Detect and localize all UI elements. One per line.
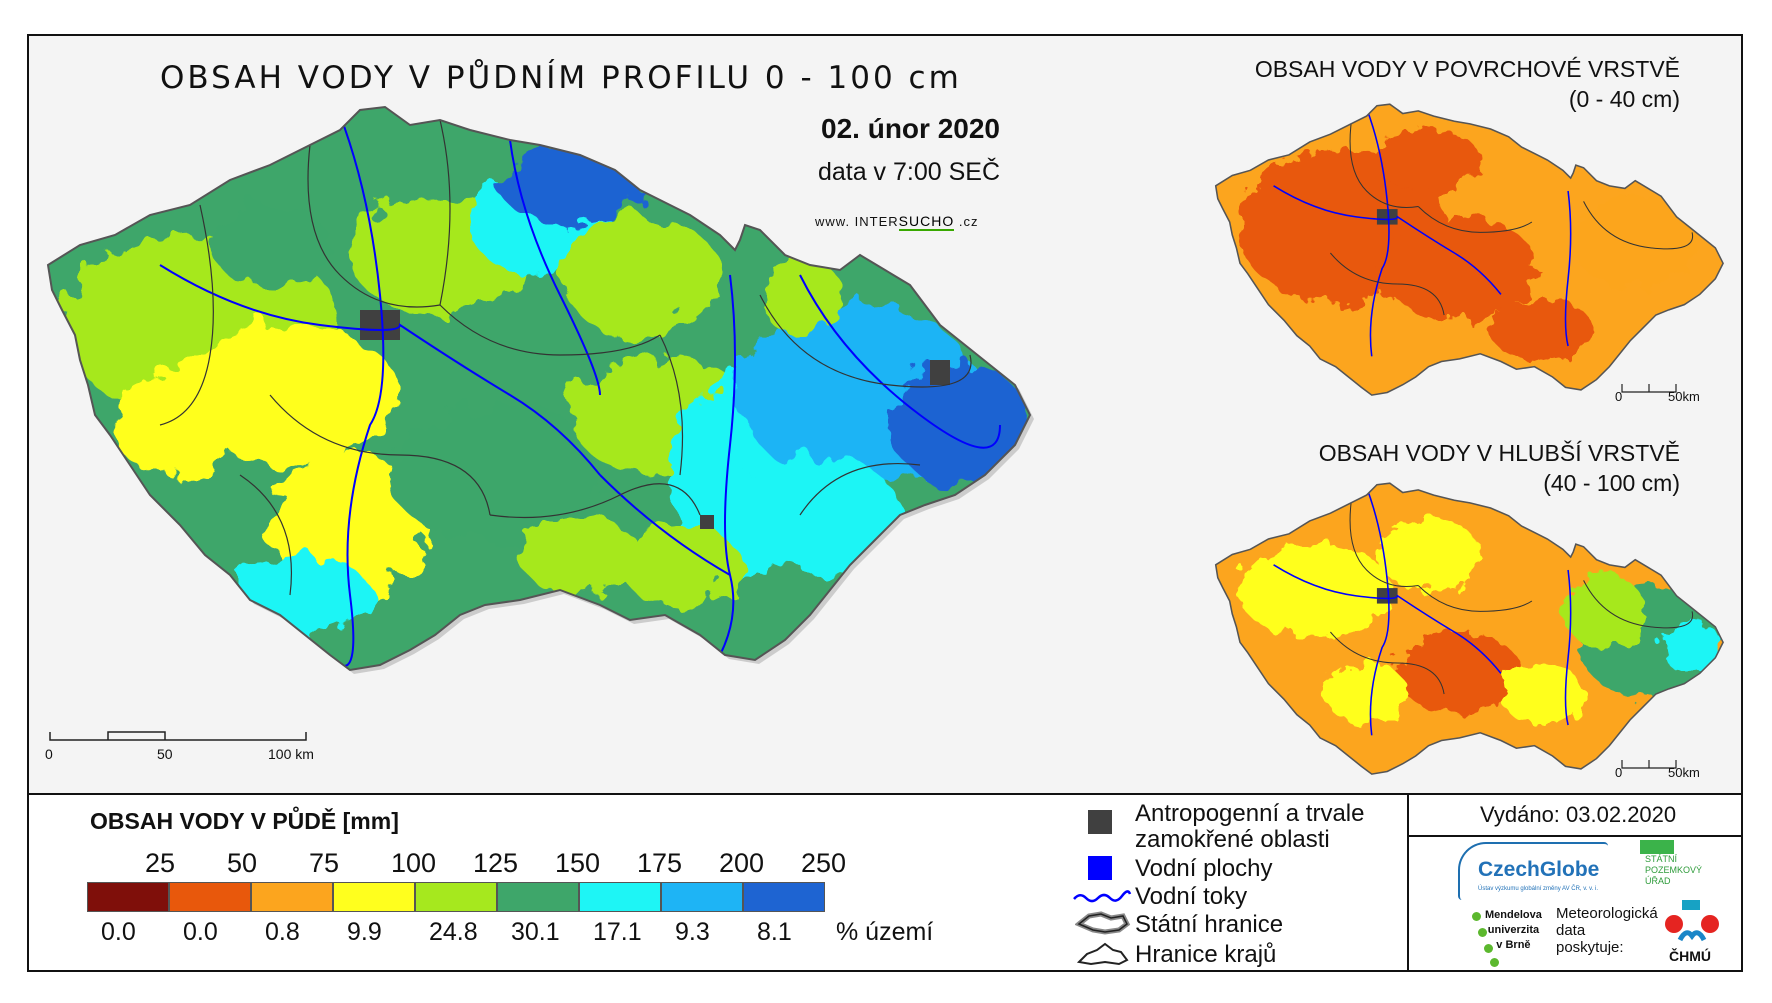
website-prefix: www. INTER — [815, 214, 899, 229]
legend-class-percent: 30.1 — [511, 918, 560, 946]
anthropogenic-label-line2: zamokřené oblasti — [1135, 826, 1330, 853]
legend-break-label: 100 — [391, 848, 437, 878]
legend-divider — [27, 793, 1743, 795]
legend-break-label: 50 — [227, 848, 258, 878]
meteo-line2: data — [1556, 922, 1586, 939]
legend-class-percent: 24.8 — [429, 918, 478, 946]
state-border-symbol-icon — [1075, 911, 1131, 935]
spu-logo-text: STÁTNÍ POZEMKOVÝ ÚŘAD — [1645, 854, 1702, 887]
issued-date: Vydáno: 03.02.2020 — [1480, 802, 1677, 827]
legend-class-percent: 0.8 — [265, 918, 300, 946]
legend-class-swatch — [251, 882, 333, 912]
czechglobe-logo-text: CzechGlobe — [1478, 858, 1600, 881]
mendel-logo-dot — [1484, 944, 1493, 953]
legend-break-label: 25 — [145, 848, 176, 878]
main-soil-water-map — [46, 105, 1034, 674]
mendel-university-logo: Mendelova univerzita v Brně — [1485, 908, 1542, 953]
legend-class-swatch — [415, 882, 497, 912]
spu-text-line2: POZEMKOVÝ — [1645, 865, 1703, 875]
chmu-logo-icon — [1665, 900, 1719, 942]
main-title: OBSAH VODY V PŮDNÍM PROFILU 0 - 100 cm — [160, 60, 962, 96]
region-border-label: Hranice krajů — [1135, 941, 1277, 968]
legend-break-label: 125 — [473, 848, 519, 878]
spu-logo — [1640, 840, 1674, 854]
percent-territory-label: % území — [836, 918, 934, 946]
legend-class-percent: 0.0 — [183, 918, 218, 946]
legend-class-swatch — [497, 882, 579, 912]
legend-class-swatch — [743, 882, 825, 912]
inset-top-title-line1: OBSAH VODY V POVRCHOVÉ VRSTVĚ — [1254, 56, 1680, 82]
chmu-logo-text: ČHMÚ — [1669, 948, 1711, 964]
inset-bottom-scale-50: 50km — [1668, 765, 1700, 780]
anthropogenic-swatch — [1088, 810, 1112, 834]
legend-break-label: 150 — [555, 848, 601, 878]
inset-bottom-title: OBSAH VODY V HLUBŠÍ VRSTVĚ (40 - 100 cm) — [1319, 438, 1680, 498]
water-bodies-swatch — [1088, 856, 1112, 880]
issued-divider — [1409, 835, 1743, 837]
legend-break-label: 75 — [309, 848, 340, 878]
state-border-label: Státní hranice — [1135, 911, 1284, 938]
anthropogenic-label: Antropogenní a trvale zamokřené oblasti — [1135, 801, 1365, 853]
legend-class-swatch — [333, 882, 415, 912]
meteo-line1: Meteorologická — [1556, 905, 1658, 922]
website-suffix: .cz — [954, 214, 979, 229]
spu-text-line3: ÚŘAD — [1645, 876, 1671, 886]
rivers-label: Vodní toky — [1135, 883, 1248, 910]
legend-class-swatch — [87, 882, 169, 912]
legend-class-percent: 0.0 — [101, 918, 136, 946]
legend-class-swatch — [579, 882, 661, 912]
spu-text-line1: STÁTNÍ — [1645, 854, 1678, 864]
czechglobe-logo-subtext: Ústav výzkumu globální změny AV ČR, v. v… — [1478, 886, 1599, 892]
inset-bottom-title-line2: (40 - 100 cm) — [1543, 470, 1680, 496]
website-accent: SUCHO — [898, 213, 955, 231]
footer-divider — [1407, 795, 1409, 972]
inset-bottom-scale-bar — [1621, 760, 1677, 769]
inset-top-scale-0: 0 — [1615, 389, 1623, 404]
anthropogenic-label-line1: Antropogenní a trvale — [1135, 800, 1365, 827]
legend-class-percent: 17.1 — [593, 918, 642, 946]
data-time: data v 7:00 SEČ — [817, 158, 1000, 186]
czechglobe-logo — [1458, 842, 1608, 900]
inset-top-scale-bar — [1621, 384, 1677, 393]
mendel-line3: v Brně — [1496, 939, 1531, 951]
main-scale-0: 0 — [45, 746, 53, 762]
legend-color-ramp — [87, 882, 825, 912]
website-link[interactable]: www. INTERSUCHO .cz — [815, 213, 979, 231]
legend-class-swatch — [169, 882, 251, 912]
inset-top-title-line2: (0 - 40 cm) — [1568, 86, 1680, 112]
mendel-line1: Mendelova — [1485, 909, 1542, 921]
inset-surface-layer-map — [1214, 103, 1724, 396]
legend-class-swatch — [661, 882, 743, 912]
map-date: 02. únor 2020 — [821, 113, 1000, 144]
legend-break-label: 250 — [801, 848, 847, 878]
inset-bottom-scale-0: 0 — [1615, 765, 1623, 780]
legend-class-percent: 9.3 — [675, 918, 710, 946]
legend-title: OBSAH VODY V PŮDĚ [mm] — [90, 808, 399, 834]
legend-class-percent: 9.9 — [347, 918, 382, 946]
mendel-logo-dot — [1478, 928, 1487, 937]
main-scale-100: 100 km — [268, 746, 314, 762]
region-border-symbol-icon — [1076, 942, 1129, 966]
legend-class-percent: 8.1 — [757, 918, 792, 946]
inset-top-title: OBSAH VODY V POVRCHOVÉ VRSTVĚ (0 - 40 cm… — [1255, 54, 1680, 114]
river-symbol-icon — [1073, 890, 1132, 903]
meteo-data-credit: Meteorologická data poskytuje: — [1556, 905, 1658, 956]
meteo-line3: poskytuje: — [1556, 939, 1624, 956]
mendel-logo-dot — [1490, 958, 1499, 967]
mendel-logo-dot — [1472, 912, 1481, 921]
legend-break-label: 200 — [719, 848, 765, 878]
main-scale-50: 50 — [157, 746, 173, 762]
legend-break-label: 175 — [637, 848, 683, 878]
inset-top-scale-50: 50km — [1668, 389, 1700, 404]
mendel-line2: univerzita — [1487, 924, 1540, 936]
main-scale-bar — [49, 731, 307, 741]
inset-bottom-title-line1: OBSAH VODY V HLUBŠÍ VRSTVĚ — [1318, 440, 1680, 466]
inset-deep-layer-map — [1214, 482, 1724, 775]
water-bodies-label: Vodní plochy — [1135, 855, 1273, 882]
